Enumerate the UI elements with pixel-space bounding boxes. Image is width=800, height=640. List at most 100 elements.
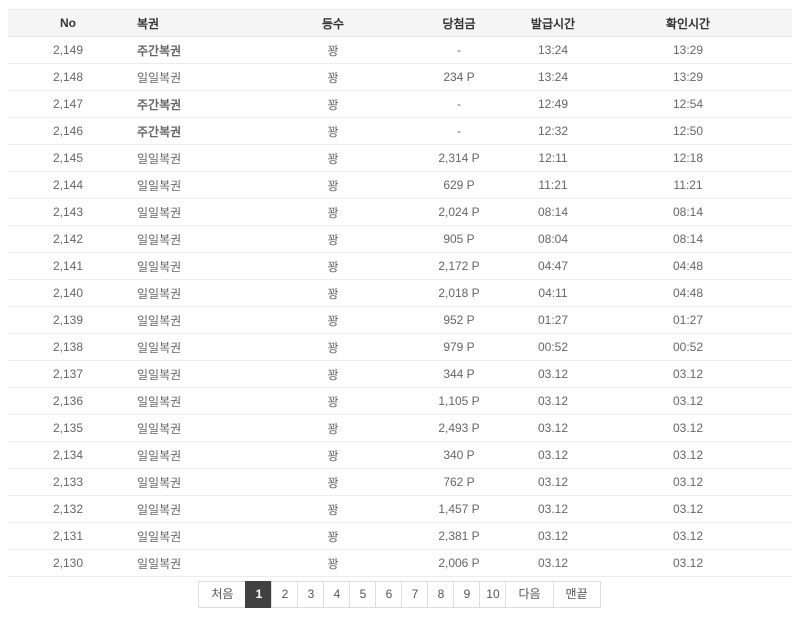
page-button-2[interactable]: 2 bbox=[271, 581, 299, 608]
cell-prize: 952 P bbox=[396, 306, 522, 334]
page-button-10[interactable]: 10 bbox=[479, 581, 507, 608]
cell-prize: - bbox=[396, 90, 522, 118]
cell-issued: 01:27 bbox=[522, 306, 584, 334]
cell-no: 2,148 bbox=[8, 63, 128, 91]
cell-lottery: 일일복권 bbox=[128, 63, 270, 91]
page-button-7[interactable]: 7 bbox=[401, 581, 429, 608]
cell-prize: 629 P bbox=[396, 171, 522, 199]
cell-lottery: 일일복권 bbox=[128, 333, 270, 361]
cell-rank: 꽝 bbox=[270, 414, 396, 442]
cell-no: 2,132 bbox=[8, 495, 128, 523]
page-button-3[interactable]: 3 bbox=[297, 581, 325, 608]
table-body: 2,149 주간복권 꽝 -13:24 13:29 2,148 일일복권 꽝 234 P 13:2… bbox=[8, 36, 792, 577]
column-header-checked: 확인시간 bbox=[584, 9, 792, 37]
cell-prize: 1,457 P bbox=[396, 495, 522, 523]
cell-checked: 13:29 bbox=[584, 63, 792, 91]
pagination-first-button[interactable]: 처음 bbox=[198, 581, 247, 608]
cell-prize: 234 P bbox=[396, 63, 522, 91]
cell-no: 2,142 bbox=[8, 225, 128, 253]
cell-checked: 08:14 bbox=[584, 225, 792, 253]
table-header-row: No 복권 등수 당첨금 발급시간 확인시간 bbox=[8, 9, 792, 37]
cell-checked: 04:48 bbox=[584, 279, 792, 307]
cell-issued: 03.12 bbox=[522, 414, 584, 442]
table-row: 2,133 일일복권 꽝 762 P 03.12 03.12 bbox=[8, 468, 792, 496]
cell-lottery: 일일복권 bbox=[128, 441, 270, 469]
cell-issued: 00:52 bbox=[522, 333, 584, 361]
cell-no: 2,146 bbox=[8, 117, 128, 145]
cell-no: 2,137 bbox=[8, 360, 128, 388]
cell-issued: 13:24 bbox=[522, 36, 584, 64]
table-row: 2,137 일일복권 꽝 344 P 03.12 03.12 bbox=[8, 360, 792, 388]
cell-no: 2,141 bbox=[8, 252, 128, 280]
cell-rank: 꽝 bbox=[270, 117, 396, 145]
cell-no: 2,131 bbox=[8, 522, 128, 550]
cell-checked: 13:29 bbox=[584, 36, 792, 64]
column-header-rank: 등수 bbox=[270, 9, 396, 37]
cell-lottery: 일일복권 bbox=[128, 414, 270, 442]
cell-no: 2,145 bbox=[8, 144, 128, 172]
table-row: 2,136 일일복권 꽝 1,105 P 03.12 03.12 bbox=[8, 387, 792, 415]
table-row: 2,135 일일복권 꽝 2,493 P 03.12 03.12 bbox=[8, 414, 792, 442]
page-button-1[interactable]: 1 bbox=[245, 581, 273, 608]
cell-rank: 꽝 bbox=[270, 279, 396, 307]
cell-checked: 03.12 bbox=[584, 360, 792, 388]
cell-lottery: 일일복권 bbox=[128, 495, 270, 523]
pagination-last-button[interactable]: 맨끝 bbox=[552, 581, 601, 608]
cell-checked: 12:54 bbox=[584, 90, 792, 118]
cell-issued: 13:24 bbox=[522, 63, 584, 91]
cell-rank: 꽝 bbox=[270, 36, 396, 64]
column-header-lottery: 복권 bbox=[128, 9, 270, 37]
cell-no: 2,130 bbox=[8, 549, 128, 577]
cell-rank: 꽝 bbox=[270, 144, 396, 172]
cell-rank: 꽝 bbox=[270, 225, 396, 253]
cell-prize: 2,024 P bbox=[396, 198, 522, 226]
table-row: 2,141 일일복권 꽝 2,172 P 04:47 04:48 bbox=[8, 252, 792, 280]
cell-prize: 2,018 P bbox=[396, 279, 522, 307]
cell-issued: 03.12 bbox=[522, 360, 584, 388]
cell-rank: 꽝 bbox=[270, 333, 396, 361]
lottery-history-table: No 복권 등수 당첨금 발급시간 확인시간 2,149 주간복권 꽝 -13:24 13:29 2… bbox=[8, 9, 792, 577]
page-button-9[interactable]: 9 bbox=[453, 581, 481, 608]
cell-checked: 11:21 bbox=[584, 171, 792, 199]
cell-prize: 2,381 P bbox=[396, 522, 522, 550]
page-button-5[interactable]: 5 bbox=[349, 581, 377, 608]
cell-lottery: 주간복권 bbox=[128, 36, 270, 64]
cell-lottery: 주간복권 bbox=[128, 117, 270, 145]
cell-no: 2,147 bbox=[8, 90, 128, 118]
cell-prize: 1,105 P bbox=[396, 387, 522, 415]
cell-checked: 08:14 bbox=[584, 198, 792, 226]
cell-lottery: 주간복권 bbox=[128, 90, 270, 118]
cell-issued: 04:11 bbox=[522, 279, 584, 307]
pagination-next-button[interactable]: 다음 bbox=[505, 581, 554, 608]
cell-rank: 꽝 bbox=[270, 387, 396, 415]
cell-issued: 03.12 bbox=[522, 441, 584, 469]
cell-issued: 08:04 bbox=[522, 225, 584, 253]
cell-lottery: 일일복권 bbox=[128, 198, 270, 226]
cell-prize: - bbox=[396, 117, 522, 145]
cell-rank: 꽝 bbox=[270, 90, 396, 118]
table-row: 2,149 주간복권 꽝 -13:24 13:29 bbox=[8, 36, 792, 64]
cell-rank: 꽝 bbox=[270, 360, 396, 388]
page-button-6[interactable]: 6 bbox=[375, 581, 403, 608]
cell-lottery: 일일복권 bbox=[128, 360, 270, 388]
cell-checked: 03.12 bbox=[584, 414, 792, 442]
cell-no: 2,134 bbox=[8, 441, 128, 469]
page-button-4[interactable]: 4 bbox=[323, 581, 351, 608]
cell-no: 2,149 bbox=[8, 36, 128, 64]
cell-checked: 04:48 bbox=[584, 252, 792, 280]
table-row: 2,140 일일복권 꽝 2,018 P 04:11 04:48 bbox=[8, 279, 792, 307]
cell-prize: 762 P bbox=[396, 468, 522, 496]
cell-no: 2,138 bbox=[8, 333, 128, 361]
cell-checked: 01:27 bbox=[584, 306, 792, 334]
cell-no: 2,135 bbox=[8, 414, 128, 442]
cell-rank: 꽝 bbox=[270, 549, 396, 577]
cell-no: 2,143 bbox=[8, 198, 128, 226]
table-row: 2,142 일일복권 꽝 905 P 08:04 08:14 bbox=[8, 225, 792, 253]
table-row: 2,143 일일복권 꽝 2,024 P 08:14 08:14 bbox=[8, 198, 792, 226]
cell-issued: 12:11 bbox=[522, 144, 584, 172]
table-row: 2,134 일일복권 꽝 340 P 03.12 03.12 bbox=[8, 441, 792, 469]
cell-prize: 2,172 P bbox=[396, 252, 522, 280]
page-button-8[interactable]: 8 bbox=[427, 581, 455, 608]
cell-no: 2,136 bbox=[8, 387, 128, 415]
column-header-issued: 발급시간 bbox=[522, 9, 584, 37]
